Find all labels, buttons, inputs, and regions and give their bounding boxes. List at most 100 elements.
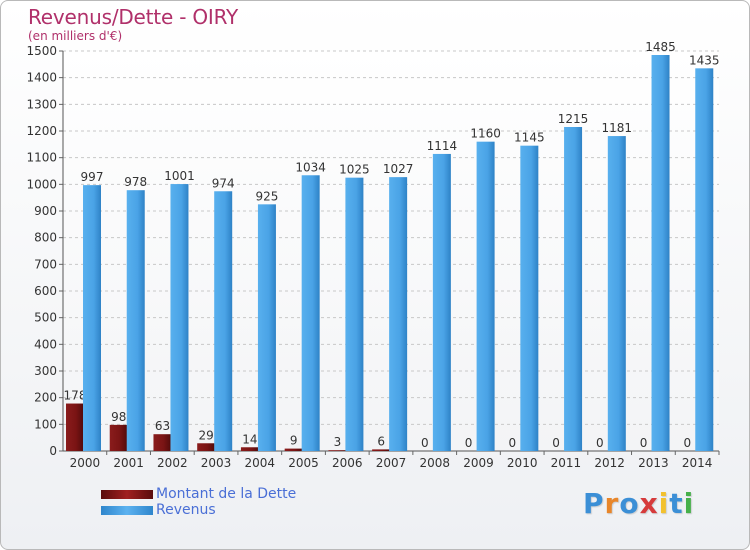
y-tick-label: 0: [49, 444, 57, 458]
data-label-dette: 29: [199, 428, 214, 442]
bar-dette: [109, 424, 128, 451]
y-tick-label: 1000: [26, 177, 57, 191]
bar-revenus: [695, 68, 714, 451]
data-label-dette: 0: [552, 436, 560, 450]
bar-revenus: [214, 191, 233, 451]
data-label-revenus: 1160: [470, 127, 501, 141]
x-tick-label: 2008: [419, 456, 450, 470]
y-tick-label: 100: [34, 417, 57, 431]
x-tick-label: 2005: [288, 456, 319, 470]
bar-revenus: [476, 141, 495, 451]
x-tick-label: 2013: [638, 456, 669, 470]
data-label-revenus: 1435: [689, 53, 720, 67]
chart-subtitle: (en milliers d'€): [28, 29, 123, 43]
bar-revenus: [83, 185, 101, 451]
chart-title: Revenus/Dette - OIRY: [28, 5, 239, 29]
bar-revenus: [126, 190, 145, 451]
x-tick-label: 2007: [376, 456, 407, 470]
data-label-dette: 0: [509, 436, 517, 450]
y-tick-label: 800: [34, 231, 57, 245]
x-tick-label: 2000: [70, 456, 101, 470]
x-tick-label: 2011: [551, 456, 582, 470]
proxiti-logo: Proxiti: [583, 487, 694, 520]
data-label-revenus: 925: [255, 189, 278, 203]
x-tick-label: 2002: [157, 456, 188, 470]
bar-revenus: [432, 153, 451, 451]
data-label-revenus: 997: [81, 170, 104, 184]
y-tick-label: 500: [34, 311, 57, 325]
bar-dette: [240, 447, 259, 451]
bar-dette: [328, 450, 347, 451]
data-label-dette: 63: [155, 419, 170, 433]
data-label-dette: 0: [465, 436, 473, 450]
y-tick-label: 600: [34, 284, 57, 298]
data-label-revenus: 1485: [645, 40, 676, 54]
bar-revenus: [257, 204, 276, 451]
x-tick-label: 2003: [201, 456, 232, 470]
y-tick-label: 700: [34, 257, 57, 271]
data-label-revenus: 1114: [427, 139, 458, 153]
data-label-dette: 14: [242, 432, 257, 446]
data-label-revenus: 1034: [295, 160, 326, 174]
bar-revenus: [520, 145, 539, 451]
legend-swatch-dette: [101, 490, 153, 499]
logo-letter: t: [669, 487, 684, 520]
data-label-dette: 0: [596, 436, 604, 450]
bar-revenus: [389, 177, 408, 451]
data-label-dette: 9: [290, 434, 298, 448]
x-tick-label: 2010: [507, 456, 538, 470]
data-label-revenus: 1027: [383, 162, 414, 176]
data-label-revenus: 974: [212, 176, 235, 190]
logo-letter: P: [583, 487, 605, 520]
x-tick-label: 2001: [113, 456, 144, 470]
x-tick-label: 2004: [245, 456, 276, 470]
data-label-dette: 0: [683, 436, 691, 450]
data-label-dette: 6: [377, 434, 385, 448]
y-tick-label: 1300: [26, 97, 57, 111]
data-label-dette: 178: [64, 389, 87, 403]
legend-label-revenus: Revenus: [156, 502, 216, 518]
data-label-dette: 3: [334, 435, 342, 449]
x-tick-label: 2012: [594, 456, 625, 470]
legend-swatch-revenus: [101, 506, 153, 515]
legend-label-dette: Montant de la Dette: [156, 486, 297, 502]
bar-revenus: [651, 55, 670, 451]
bar-dette: [372, 449, 391, 451]
bar-dette: [153, 434, 172, 451]
bar-revenus: [607, 136, 626, 452]
bar-revenus: [170, 184, 189, 452]
y-tick-label: 1400: [26, 71, 57, 85]
logo-letter: o: [619, 487, 640, 520]
logo-letter: x: [639, 487, 659, 520]
bar-dette: [197, 443, 216, 451]
bar-revenus: [564, 127, 583, 451]
x-tick-label: 2009: [463, 456, 494, 470]
y-tick-label: 1100: [26, 151, 57, 165]
x-tick-label: 2006: [332, 456, 363, 470]
data-label-revenus: 1001: [164, 169, 195, 183]
bar-dette: [284, 448, 303, 451]
data-label-dette: 98: [111, 410, 126, 424]
data-label-revenus: 978: [124, 175, 147, 189]
data-label-revenus: 1145: [514, 131, 545, 145]
y-tick-label: 1500: [26, 44, 57, 58]
y-tick-label: 400: [34, 337, 57, 351]
x-tick-label: 2014: [682, 456, 713, 470]
logo-letter: i: [683, 487, 695, 520]
bar-revenus: [345, 177, 364, 451]
data-label-revenus: 1025: [339, 163, 370, 177]
logo-letter: r: [604, 487, 620, 520]
data-label-revenus: 1181: [602, 121, 633, 135]
bar-revenus: [301, 175, 320, 451]
y-tick-label: 900: [34, 204, 57, 218]
bar-dette: [66, 403, 84, 451]
y-tick-label: 200: [34, 391, 57, 405]
data-label-revenus: 1215: [558, 112, 589, 126]
y-tick-label: 1200: [26, 124, 57, 138]
logo-letter: i: [658, 487, 670, 520]
data-label-dette: 0: [421, 436, 429, 450]
y-tick-label: 300: [34, 364, 57, 378]
data-label-dette: 0: [640, 436, 648, 450]
